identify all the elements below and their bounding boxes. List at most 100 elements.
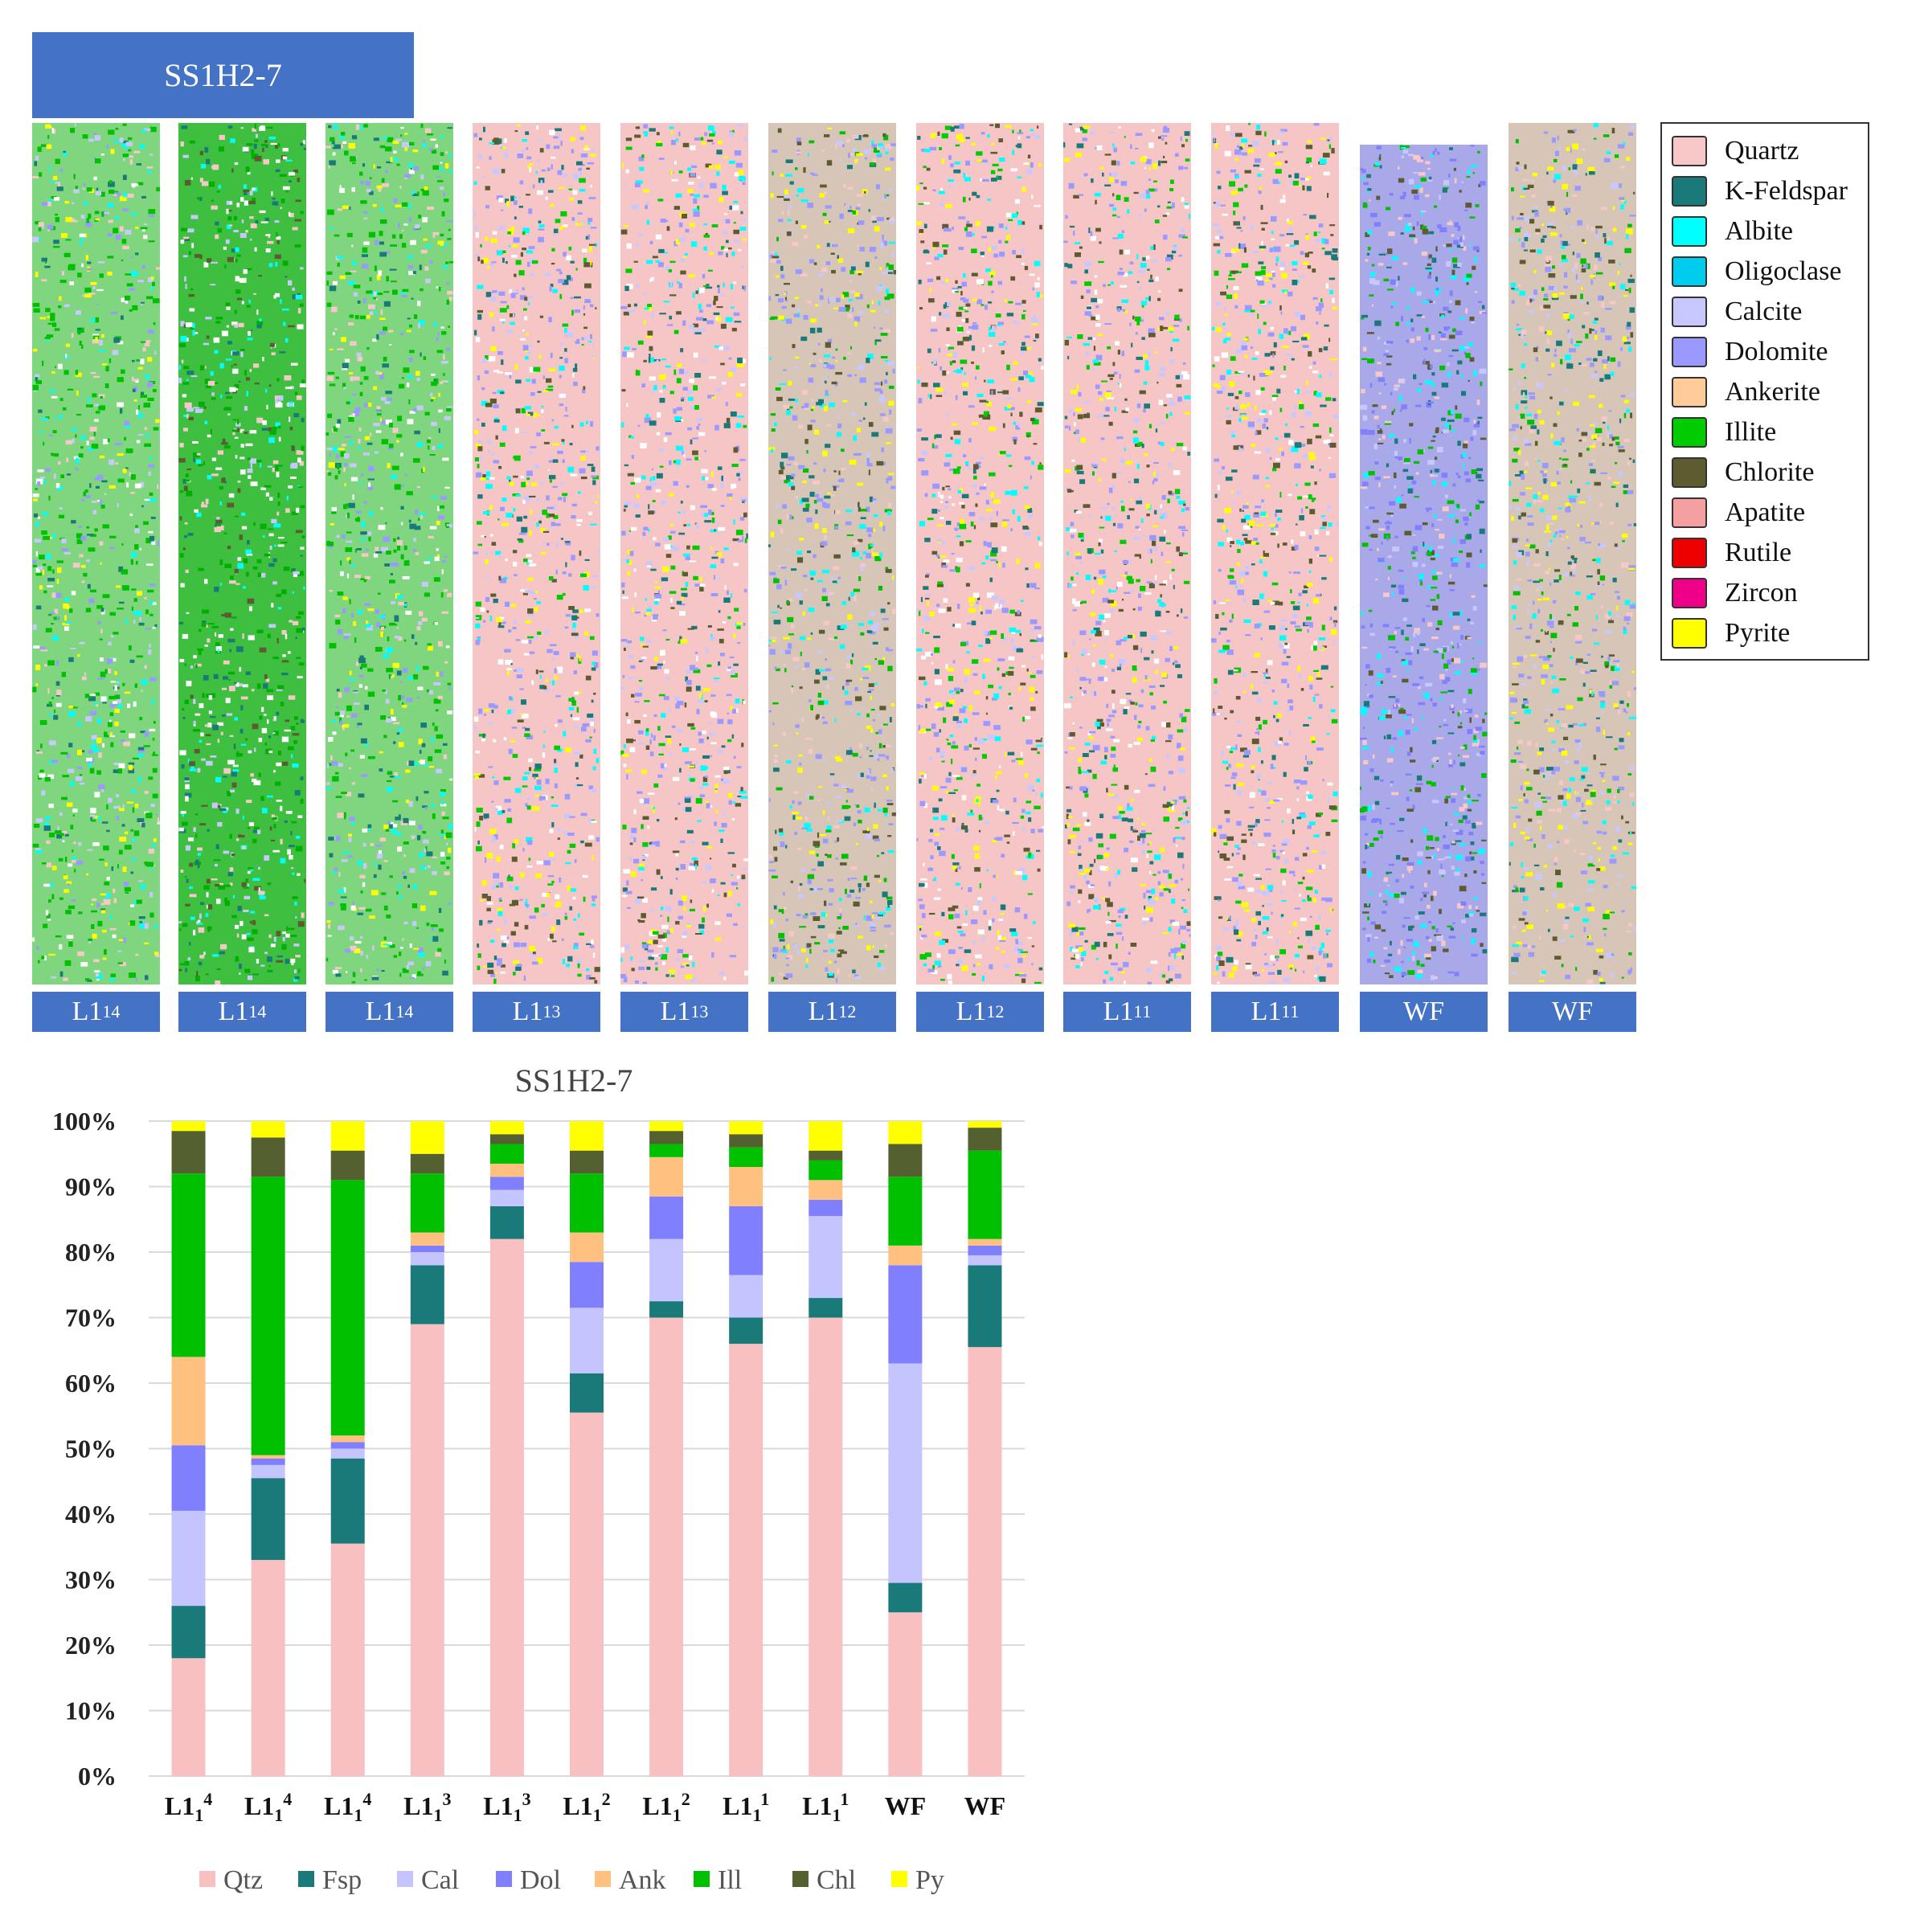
bar-segment (729, 1317, 763, 1345)
bar-segment (330, 1121, 365, 1151)
legend-swatch (1672, 457, 1707, 488)
core-label: L1 1 3 (620, 992, 748, 1032)
series-legend-swatch (595, 1871, 611, 1887)
series-legend-label: Cal (421, 1865, 459, 1895)
bar-segment (251, 1137, 285, 1177)
bar-segment (489, 1205, 524, 1239)
core-mineral-map (620, 123, 748, 984)
y-tick-label: 50% (65, 1435, 117, 1463)
core-label: L1 1 4 (325, 992, 453, 1032)
bar-segment (410, 1245, 444, 1252)
panel-title: SS1H2-7 (32, 32, 414, 118)
bar-segment (570, 1150, 604, 1174)
core-mineral-map (325, 123, 453, 984)
bar-segment (809, 1216, 843, 1299)
bar-segment (888, 1177, 923, 1246)
y-tick-label: 80% (65, 1238, 117, 1267)
bar-segment (649, 1131, 684, 1144)
bar-segment (888, 1363, 923, 1583)
bar-segment (809, 1199, 843, 1217)
bar-segment (171, 1173, 206, 1357)
bar-segment (809, 1180, 843, 1200)
bar-segment (251, 1455, 285, 1459)
core-mineral-map (1211, 123, 1339, 984)
bar-segment (570, 1373, 604, 1413)
y-tick-label: 20% (65, 1631, 117, 1660)
legend-swatch (1672, 136, 1707, 166)
core-mineral-map (1509, 123, 1636, 984)
bar-segment (888, 1612, 923, 1776)
x-tick-label: L112 (642, 1789, 690, 1825)
bar-segment (649, 1144, 684, 1157)
legend-item: Rutile (1672, 535, 1791, 571)
series-legend-label: Fsp (322, 1865, 362, 1895)
bar-segment (570, 1412, 604, 1776)
y-tick-label: 90% (65, 1173, 117, 1201)
y-tick-label: 60% (65, 1369, 117, 1398)
y-tick-label: 10% (65, 1697, 117, 1725)
bar-segment (649, 1196, 684, 1239)
bar-segment (888, 1245, 923, 1266)
core-label: L1 1 4 (32, 992, 160, 1032)
series-legend-label: Py (915, 1865, 944, 1895)
bar-segment (171, 1131, 206, 1174)
core-label: L1 1 4 (178, 992, 306, 1032)
bar-segment (888, 1144, 923, 1177)
bar-segment (410, 1121, 444, 1154)
legend-swatch (1672, 538, 1707, 568)
legend-label: Dolomite (1725, 337, 1828, 366)
x-tick-label: L113 (483, 1789, 530, 1825)
legend-label: Albite (1725, 216, 1793, 246)
core-mineral-map (916, 123, 1044, 984)
legend-label: K-Feldspar (1725, 176, 1848, 206)
bar-segment (729, 1147, 763, 1168)
bar-segment (330, 1448, 365, 1459)
y-tick-label: 30% (65, 1566, 117, 1594)
bar-segment (330, 1543, 365, 1776)
bar-segment (330, 1442, 365, 1449)
y-tick-label: 70% (65, 1304, 117, 1332)
bar-segment (251, 1464, 285, 1479)
bar-segment (330, 1150, 365, 1181)
bar-segment (570, 1232, 604, 1263)
legend-item: Zircon (1672, 575, 1798, 611)
series-legend-label: Qtz (223, 1865, 263, 1895)
legend-item: Chlorite (1672, 455, 1814, 490)
bar-segment (410, 1265, 444, 1324)
bar-segment (489, 1134, 524, 1144)
core-label: L1 1 2 (916, 992, 1044, 1032)
bar-segment (410, 1173, 444, 1233)
y-tick-label: 0% (78, 1762, 117, 1791)
bar-segment (968, 1121, 1002, 1128)
legend-item: Illite (1672, 415, 1776, 450)
bar-segment (489, 1121, 524, 1135)
bar-segment (729, 1275, 763, 1318)
legend-swatch (1672, 417, 1707, 448)
legend-label: Calcite (1725, 297, 1803, 326)
bar-segment (649, 1238, 684, 1302)
bar-segment (489, 1238, 524, 1776)
bar-segment (330, 1458, 365, 1544)
chart-title: SS1H2-7 (515, 1062, 633, 1099)
y-tick-label: 40% (65, 1500, 117, 1529)
bar-segment (968, 1255, 1002, 1266)
bar-segment (570, 1262, 604, 1308)
bar-segment (570, 1173, 604, 1233)
x-tick-label: WF (885, 1791, 927, 1820)
core-mineral-map (32, 123, 160, 984)
bar-segment (649, 1156, 684, 1197)
bar-segment (171, 1658, 206, 1776)
legend-item: Ankerite (1672, 375, 1820, 410)
legend-swatch (1672, 377, 1707, 407)
legend-item: Quartz (1672, 133, 1799, 169)
series-legend-swatch (496, 1871, 512, 1887)
bar-segment (410, 1252, 444, 1266)
legend-item: Calcite (1672, 294, 1802, 330)
x-tick-label: WF (964, 1791, 1006, 1820)
legend-swatch (1672, 578, 1707, 608)
core-label: L1 1 1 (1063, 992, 1191, 1032)
bar-segment (489, 1144, 524, 1164)
bar-segment (251, 1478, 285, 1561)
x-tick-label: L111 (802, 1789, 849, 1825)
x-tick-label: L114 (165, 1789, 212, 1825)
